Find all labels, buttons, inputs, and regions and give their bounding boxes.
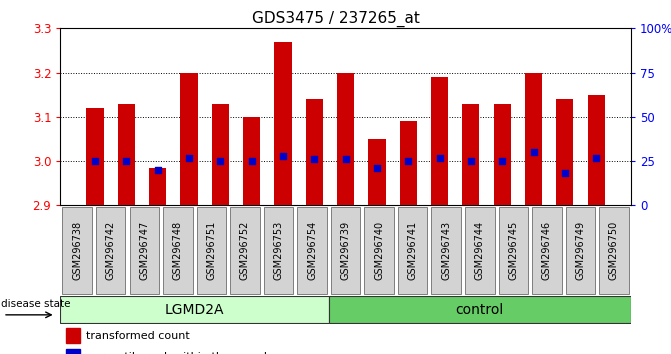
Text: GSM296745: GSM296745 bbox=[509, 221, 518, 280]
Text: GSM296747: GSM296747 bbox=[140, 221, 149, 280]
Bar bbox=[117, 103, 135, 205]
Bar bbox=[149, 168, 166, 205]
Bar bbox=[368, 139, 386, 205]
FancyBboxPatch shape bbox=[331, 207, 360, 294]
Bar bbox=[588, 95, 605, 205]
FancyBboxPatch shape bbox=[599, 207, 629, 294]
FancyBboxPatch shape bbox=[197, 207, 226, 294]
Text: LGMD2A: LGMD2A bbox=[165, 303, 224, 317]
FancyBboxPatch shape bbox=[297, 207, 327, 294]
Text: GSM296740: GSM296740 bbox=[374, 221, 384, 280]
Bar bbox=[431, 77, 448, 205]
Point bbox=[278, 153, 289, 159]
Point bbox=[215, 158, 225, 164]
Point bbox=[121, 158, 132, 164]
Point bbox=[309, 156, 319, 162]
Bar bbox=[87, 108, 103, 205]
FancyBboxPatch shape bbox=[532, 207, 562, 294]
Bar bbox=[243, 117, 260, 205]
Point bbox=[89, 158, 100, 164]
Text: GSM296746: GSM296746 bbox=[542, 221, 552, 280]
FancyBboxPatch shape bbox=[163, 207, 193, 294]
FancyBboxPatch shape bbox=[230, 207, 260, 294]
Point bbox=[184, 155, 195, 160]
FancyBboxPatch shape bbox=[264, 207, 293, 294]
Point bbox=[497, 158, 507, 164]
Text: disease state: disease state bbox=[1, 298, 70, 309]
Bar bbox=[211, 103, 229, 205]
Bar bbox=[66, 349, 81, 354]
Text: GSM296749: GSM296749 bbox=[576, 221, 585, 280]
Bar bbox=[556, 99, 574, 205]
FancyBboxPatch shape bbox=[96, 207, 125, 294]
Bar bbox=[525, 73, 542, 205]
Point bbox=[372, 165, 382, 171]
Point bbox=[246, 158, 257, 164]
FancyBboxPatch shape bbox=[499, 207, 528, 294]
Point bbox=[434, 155, 445, 160]
Bar bbox=[274, 41, 291, 205]
Text: transformed count: transformed count bbox=[86, 331, 190, 341]
Text: GSM296743: GSM296743 bbox=[442, 221, 451, 280]
Bar bbox=[66, 328, 81, 343]
Bar bbox=[400, 121, 417, 205]
Point bbox=[152, 167, 163, 173]
Point bbox=[403, 158, 413, 164]
FancyBboxPatch shape bbox=[329, 296, 631, 323]
FancyBboxPatch shape bbox=[130, 207, 159, 294]
Point bbox=[591, 155, 602, 160]
FancyBboxPatch shape bbox=[566, 207, 595, 294]
Bar bbox=[305, 99, 323, 205]
Text: GSM296754: GSM296754 bbox=[307, 221, 317, 280]
Bar bbox=[337, 73, 354, 205]
Text: GSM296753: GSM296753 bbox=[274, 221, 283, 280]
FancyBboxPatch shape bbox=[62, 207, 92, 294]
Text: GSM296741: GSM296741 bbox=[408, 221, 417, 280]
Point bbox=[528, 149, 539, 155]
Text: GSM296752: GSM296752 bbox=[240, 221, 250, 280]
Text: GSM296738: GSM296738 bbox=[72, 221, 82, 280]
Text: GSM296742: GSM296742 bbox=[106, 221, 115, 280]
Bar bbox=[462, 103, 480, 205]
FancyBboxPatch shape bbox=[60, 296, 329, 323]
FancyBboxPatch shape bbox=[431, 207, 461, 294]
Text: GSM296739: GSM296739 bbox=[341, 221, 350, 280]
FancyBboxPatch shape bbox=[398, 207, 427, 294]
Text: GSM296748: GSM296748 bbox=[173, 221, 183, 280]
Point bbox=[560, 171, 570, 176]
Bar bbox=[494, 103, 511, 205]
Point bbox=[466, 158, 476, 164]
Text: GSM296751: GSM296751 bbox=[207, 221, 216, 280]
Text: GSM296744: GSM296744 bbox=[475, 221, 484, 280]
Text: control: control bbox=[456, 303, 504, 317]
FancyBboxPatch shape bbox=[465, 207, 495, 294]
Point bbox=[340, 156, 351, 162]
FancyBboxPatch shape bbox=[364, 207, 394, 294]
Text: GSM296750: GSM296750 bbox=[609, 221, 619, 280]
Text: percentile rank within the sample: percentile rank within the sample bbox=[86, 352, 274, 354]
Bar bbox=[180, 73, 197, 205]
Text: GDS3475 / 237265_at: GDS3475 / 237265_at bbox=[252, 11, 419, 27]
